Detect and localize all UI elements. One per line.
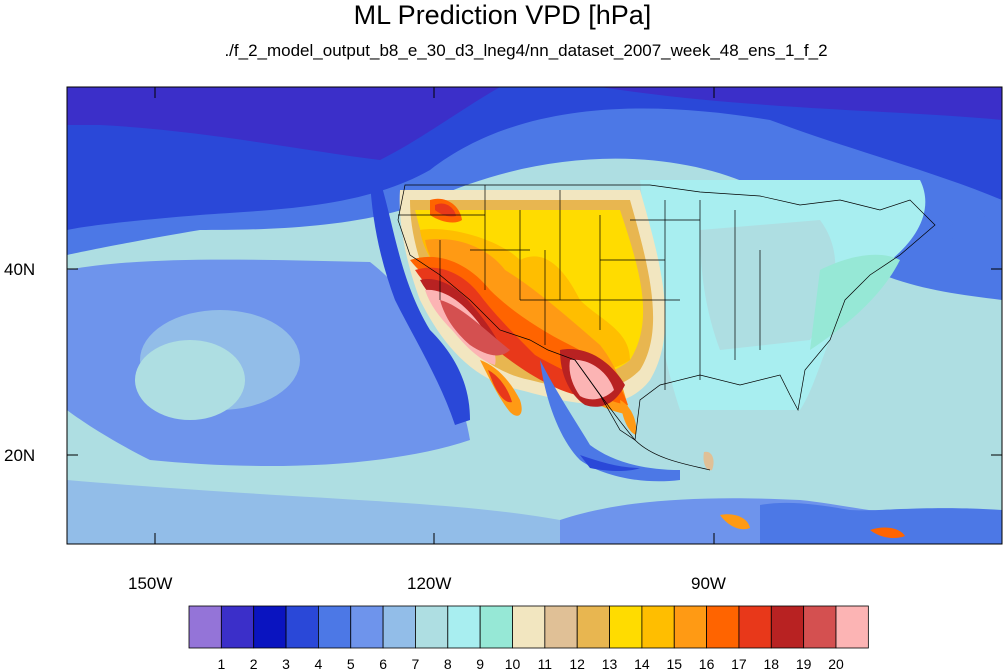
colorbar-label: 1 xyxy=(217,656,226,672)
map-subtitle: ./f_2_model_output_b8_e_30_d3_lneg4/nn_d… xyxy=(224,41,828,60)
colorbar-label: 6 xyxy=(379,656,387,672)
map-frame xyxy=(66,86,1003,545)
colorbar-swatch xyxy=(835,605,869,649)
colorbar-swatch xyxy=(447,605,481,649)
lon-label-120w: 120W xyxy=(407,574,452,593)
colorbar-swatch xyxy=(738,605,772,649)
lon-label-150w: 150W xyxy=(128,574,173,593)
colorbar-label: 18 xyxy=(763,656,780,672)
colorbar-label: 8 xyxy=(443,656,452,672)
colorbar-swatch xyxy=(770,605,805,649)
colorbar-label: 14 xyxy=(634,656,650,672)
vpd-field xyxy=(67,87,1002,544)
lat-label-20n: 20N xyxy=(4,446,36,465)
colorbar-swatch xyxy=(285,605,319,649)
colorbar xyxy=(188,605,869,649)
colorbar-label: 5 xyxy=(346,656,355,672)
lat-label-40n: 40N xyxy=(4,260,36,279)
colorbar-label: 15 xyxy=(666,656,683,672)
colorbar-label: 16 xyxy=(698,656,715,672)
colorbar-swatch xyxy=(188,605,222,649)
colorbar-swatch xyxy=(253,605,287,649)
colorbar-label: 2 xyxy=(249,656,258,672)
colorbar-label: 10 xyxy=(504,656,521,672)
colorbar-swatch xyxy=(350,605,384,649)
colorbar-label: 9 xyxy=(476,656,485,672)
colorbar-label: 13 xyxy=(601,656,618,672)
colorbar-label: 4 xyxy=(314,656,323,672)
colorbar-label: 17 xyxy=(731,656,747,672)
colorbar-swatch xyxy=(803,605,837,649)
colorbar-swatch xyxy=(706,605,740,649)
colorbar-label: 12 xyxy=(569,656,585,672)
colorbar-swatch xyxy=(609,605,643,649)
colorbar-swatch xyxy=(544,605,578,649)
colorbar-label: 19 xyxy=(795,656,812,672)
colorbar-swatch xyxy=(415,605,449,649)
colorbar-swatch xyxy=(382,605,416,649)
lon-label-90w: 90W xyxy=(691,574,726,593)
colorbar-swatch xyxy=(220,605,255,649)
map-ticks xyxy=(67,87,1002,544)
map-title: ML Prediction VPD [hPa] xyxy=(353,0,652,30)
colorbar-swatch xyxy=(512,605,546,649)
colorbar-label: 3 xyxy=(282,656,290,672)
colorbar-label: 11 xyxy=(537,656,553,672)
colorbar-swatch xyxy=(641,605,675,649)
colorbar-swatch xyxy=(479,605,513,649)
colorbar-swatch xyxy=(317,605,352,649)
colorbar-label: 20 xyxy=(828,656,844,672)
colorbar-swatch xyxy=(673,605,707,649)
colorbar-swatch xyxy=(576,605,610,649)
colorbar-label: 7 xyxy=(411,656,420,672)
map-borders xyxy=(397,184,936,471)
